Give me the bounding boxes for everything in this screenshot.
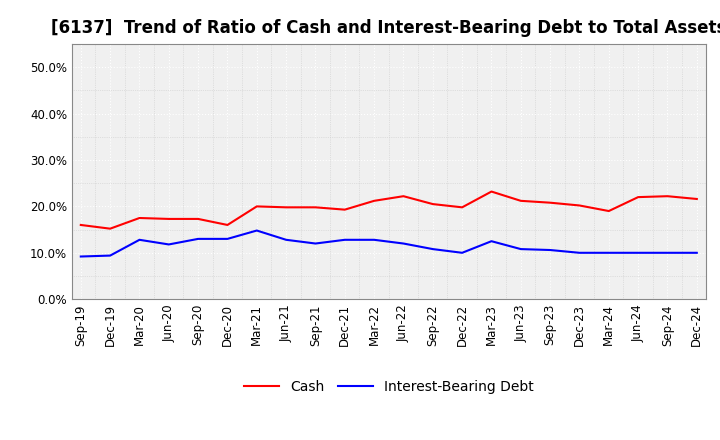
Cash: [605, 209, 613, 214]
Line: Interest-Bearing Debt: Interest-Bearing Debt: [81, 231, 697, 257]
Cash: [546, 200, 554, 205]
Interest-Bearing Debt: [605, 250, 613, 256]
Cash: [634, 194, 642, 200]
Interest-Bearing Debt: [546, 247, 554, 253]
Cash: [428, 202, 437, 207]
Interest-Bearing Debt: [164, 242, 173, 247]
Interest-Bearing Debt: [693, 250, 701, 256]
Interest-Bearing Debt: [223, 236, 232, 242]
Interest-Bearing Debt: [311, 241, 320, 246]
Cash: [135, 215, 144, 220]
Interest-Bearing Debt: [341, 237, 349, 242]
Cash: [106, 226, 114, 231]
Cash: [194, 216, 202, 222]
Interest-Bearing Debt: [106, 253, 114, 258]
Cash: [76, 222, 85, 227]
Cash: [663, 194, 672, 199]
Interest-Bearing Debt: [135, 237, 144, 242]
Line: Cash: Cash: [81, 191, 697, 229]
Cash: [693, 196, 701, 202]
Interest-Bearing Debt: [370, 237, 379, 242]
Interest-Bearing Debt: [516, 246, 525, 252]
Cash: [458, 205, 467, 210]
Cash: [253, 204, 261, 209]
Interest-Bearing Debt: [663, 250, 672, 256]
Interest-Bearing Debt: [253, 228, 261, 233]
Cash: [487, 189, 496, 194]
Interest-Bearing Debt: [399, 241, 408, 246]
Interest-Bearing Debt: [282, 237, 290, 242]
Title: [6137]  Trend of Ratio of Cash and Interest-Bearing Debt to Total Assets: [6137] Trend of Ratio of Cash and Intere…: [51, 19, 720, 37]
Interest-Bearing Debt: [575, 250, 584, 256]
Cash: [282, 205, 290, 210]
Interest-Bearing Debt: [458, 250, 467, 256]
Cash: [164, 216, 173, 222]
Interest-Bearing Debt: [76, 254, 85, 259]
Cash: [311, 205, 320, 210]
Interest-Bearing Debt: [194, 236, 202, 242]
Interest-Bearing Debt: [428, 246, 437, 252]
Cash: [575, 203, 584, 208]
Interest-Bearing Debt: [634, 250, 642, 256]
Cash: [370, 198, 379, 203]
Cash: [341, 207, 349, 212]
Cash: [516, 198, 525, 203]
Legend: Cash, Interest-Bearing Debt: Cash, Interest-Bearing Debt: [238, 374, 539, 400]
Cash: [399, 194, 408, 199]
Interest-Bearing Debt: [487, 238, 496, 244]
Cash: [223, 222, 232, 227]
